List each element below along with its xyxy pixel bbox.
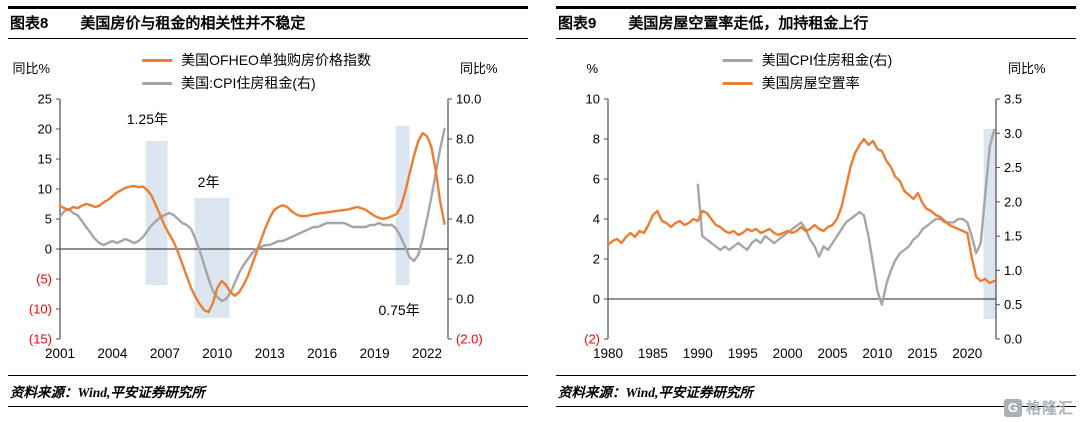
svg-text:(2.0): (2.0) (456, 332, 483, 347)
legend-item: 美国OFHEO单独购房价格指数 (142, 51, 371, 70)
svg-text:10: 10 (38, 182, 52, 197)
svg-text:2.5: 2.5 (1004, 160, 1022, 175)
figure-9-panel: 图表9 美国房屋空置率走低，加持租金上行 美国CPI住房租金(右) 美国房屋空置… (556, 6, 1076, 407)
svg-text:1.25年: 1.25年 (127, 111, 168, 127)
figure-9-title: 美国房屋空置率走低，加持租金上行 (628, 15, 869, 32)
svg-text:1980: 1980 (593, 346, 623, 361)
svg-text:0: 0 (45, 242, 52, 257)
svg-text:1.0: 1.0 (1004, 263, 1022, 278)
figure-8-panel: 图表8 美国房价与租金的相关性并不稳定 美国OFHEO单独购房价格指数 美国:C… (8, 6, 528, 407)
svg-text:25: 25 (38, 92, 52, 107)
svg-text:(5): (5) (36, 272, 52, 287)
figure-8-chart-area: 美国OFHEO单独购房价格指数 美国:CPI住房租金(右) 25 20 15 10 5 0… (8, 39, 528, 375)
gelonghui-brand-text: 格隆汇 (1025, 400, 1074, 417)
legend-item: 美国:CPI住房租金(右) (142, 74, 371, 93)
series-line-swatch (722, 58, 753, 63)
svg-text:%: % (586, 61, 598, 76)
svg-text:2010: 2010 (202, 346, 232, 361)
figure-8-header: 图表8 美国房价与租金的相关性并不稳定 (8, 6, 528, 39)
legend-item: 美国CPI住房租金(右) (722, 51, 893, 70)
svg-text:20: 20 (38, 122, 52, 137)
svg-text:5: 5 (45, 212, 52, 227)
svg-text:0.0: 0.0 (1004, 332, 1022, 347)
svg-text:3.5: 3.5 (1004, 92, 1022, 107)
figure-9-chart-area: 美国CPI住房租金(右) 美国房屋空置率 10 8 6 4 2 0 (2) 3.5 3.0 2.5… (556, 39, 1076, 375)
svg-text:2005: 2005 (818, 346, 848, 361)
svg-text:同比%: 同比% (1008, 61, 1046, 76)
svg-text:2007: 2007 (150, 346, 180, 361)
svg-text:0.5: 0.5 (1004, 297, 1022, 312)
svg-text:0.0: 0.0 (456, 292, 474, 307)
svg-text:2年: 2年 (198, 174, 220, 190)
source-text: 资料来源：Wind,平安证券研究所 (558, 385, 753, 400)
svg-text:3.0: 3.0 (1004, 126, 1022, 141)
gelonghui-watermark: G 格隆汇 (1003, 397, 1074, 418)
svg-text:6.0: 6.0 (456, 172, 474, 187)
figure-8-label: 图表8 (10, 15, 49, 32)
svg-text:2.0: 2.0 (456, 252, 474, 267)
figure-8-source: 资料来源：Wind,平安证券研究所 (8, 375, 528, 407)
svg-text:2016: 2016 (307, 346, 337, 361)
svg-text:8.0: 8.0 (456, 132, 474, 147)
series-line-swatch (142, 58, 173, 63)
svg-text:(10): (10) (29, 302, 52, 317)
series-line-swatch (142, 81, 173, 86)
svg-text:2015: 2015 (907, 346, 937, 361)
svg-text:2.0: 2.0 (1004, 194, 1022, 209)
svg-text:0.75年: 0.75年 (378, 302, 419, 318)
svg-text:同比%: 同比% (12, 61, 50, 76)
legend-label: 美国房屋空置率 (761, 75, 860, 91)
figure-8-legend: 美国OFHEO单独购房价格指数 美国:CPI住房租金(右) (142, 51, 371, 93)
svg-text:2020: 2020 (952, 346, 982, 361)
svg-text:1985: 1985 (638, 346, 668, 361)
figure-8-title: 美国房价与租金的相关性并不稳定 (80, 15, 306, 32)
svg-text:同比%: 同比% (460, 61, 498, 76)
svg-text:1990: 1990 (683, 346, 713, 361)
figure-9-source: 资料来源：Wind,平安证券研究所 (556, 375, 1076, 407)
legend-item: 美国房屋空置率 (722, 74, 893, 93)
figure-9-legend: 美国CPI住房租金(右) 美国房屋空置率 (722, 51, 893, 93)
svg-text:6: 6 (593, 172, 600, 187)
figure-9-plot: 10 8 6 4 2 0 (2) 3.5 3.0 2.5 2.0 1.5 1.0 0.5 0.0 1980 19… (584, 61, 1046, 361)
svg-text:0: 0 (593, 292, 600, 307)
gelonghui-logo-icon: G (1003, 398, 1022, 417)
svg-text:2001: 2001 (45, 346, 75, 361)
svg-text:2022: 2022 (412, 346, 442, 361)
legend-label: 美国:CPI住房租金(右) (181, 75, 316, 91)
svg-text:10.0: 10.0 (456, 92, 481, 107)
series-line-swatch (722, 81, 753, 86)
svg-text:8: 8 (593, 132, 600, 147)
svg-text:4.0: 4.0 (456, 212, 474, 227)
svg-text:(15): (15) (29, 332, 52, 347)
figure-8-plot: 25 20 15 10 5 0 (5) (10) (15) 10.0 8.0 6.0 4.0 2.0 0.0… (12, 61, 498, 361)
svg-text:15: 15 (38, 152, 52, 167)
svg-text:2: 2 (593, 252, 600, 267)
svg-text:2000: 2000 (773, 346, 803, 361)
svg-text:10: 10 (586, 92, 600, 107)
svg-text:1.5: 1.5 (1004, 229, 1022, 244)
source-text: 资料来源：Wind,平安证券研究所 (10, 385, 205, 400)
svg-text:1995: 1995 (728, 346, 758, 361)
svg-text:(2): (2) (584, 332, 600, 347)
svg-text:2019: 2019 (360, 346, 390, 361)
legend-label: 美国CPI住房租金(右) (761, 52, 893, 68)
legend-label: 美国OFHEO单独购房价格指数 (181, 52, 371, 68)
svg-text:2013: 2013 (255, 346, 285, 361)
svg-text:4: 4 (593, 212, 600, 227)
svg-text:2010: 2010 (862, 346, 892, 361)
figure-9-header: 图表9 美国房屋空置率走低，加持租金上行 (556, 6, 1076, 39)
figure-9-label: 图表9 (558, 15, 597, 32)
svg-text:2004: 2004 (97, 346, 128, 361)
